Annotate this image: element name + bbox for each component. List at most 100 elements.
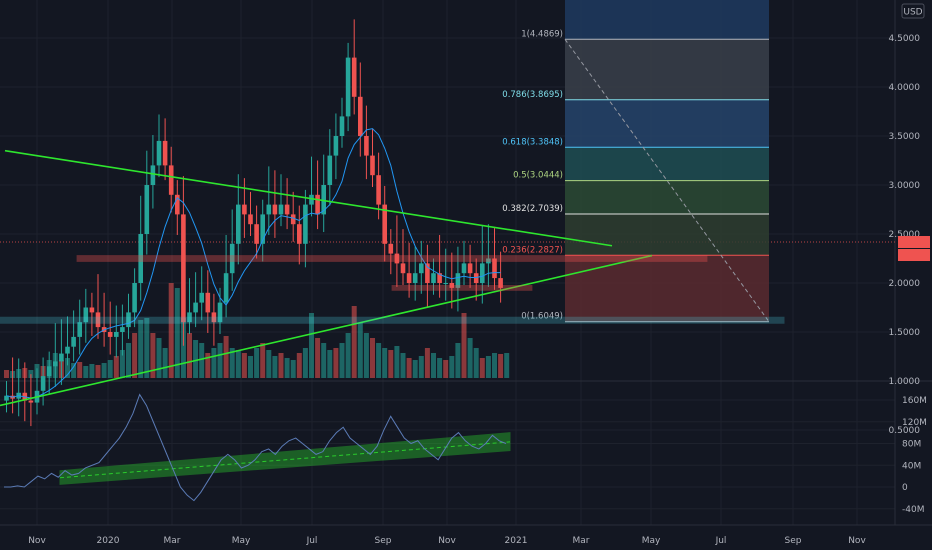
volume-bar	[199, 343, 205, 378]
candle-body	[156, 140, 162, 166]
candle-body	[486, 258, 491, 264]
time-tick-label: 2021	[505, 536, 528, 546]
price-tick-label: 1.0000	[889, 377, 921, 387]
candle-body	[40, 376, 46, 391]
volume-bar	[315, 338, 321, 378]
time-tick-label: May	[232, 536, 251, 546]
candle-body	[345, 57, 351, 117]
currency-button[interactable]: USD	[901, 3, 925, 19]
candle-body	[193, 302, 198, 313]
time-tick-label: Sep	[785, 536, 802, 546]
volume-bar	[418, 356, 424, 378]
time-tick-label: Nov	[28, 536, 46, 546]
volume-bar	[351, 306, 357, 378]
volume-bar	[467, 338, 473, 378]
candle-body	[449, 283, 455, 288]
volume-bar	[278, 353, 284, 378]
candle-body	[120, 327, 125, 332]
candle-body	[211, 312, 217, 323]
candle-body	[168, 165, 174, 195]
candle-body	[229, 243, 235, 274]
volume-bar	[150, 333, 156, 378]
candle-body	[236, 204, 241, 244]
volume-bar	[394, 346, 400, 378]
candle-body	[205, 292, 211, 313]
candle-body	[321, 185, 326, 215]
volume-bar	[504, 353, 510, 378]
candle-body	[278, 204, 284, 215]
candle-body	[144, 185, 150, 234]
volume-bar	[479, 358, 485, 378]
volume-bar	[449, 356, 455, 378]
descending-trendline	[4, 149, 613, 247]
candle-body	[77, 322, 82, 337]
volume-bar	[443, 360, 449, 378]
candle-body	[150, 165, 156, 185]
candle-body	[333, 136, 339, 156]
candle-body	[242, 204, 247, 215]
candle-body	[65, 346, 70, 354]
candle-body	[473, 273, 479, 283]
price-tick-label: 2.0000	[889, 279, 921, 289]
candle-body	[272, 204, 278, 215]
volume-bar	[223, 336, 229, 378]
candle-body	[254, 224, 259, 244]
oscillator-tick-label: 80M	[902, 440, 921, 450]
candle-body	[394, 253, 400, 264]
volume-bar	[485, 356, 491, 378]
candle-body	[28, 400, 34, 403]
price-tick-label: 2.5000	[889, 230, 921, 240]
volume-bar	[101, 363, 107, 378]
volume-bar	[180, 318, 186, 378]
fib-zone	[565, 180, 769, 215]
volume-bar	[309, 313, 314, 378]
volume-bar	[119, 350, 125, 378]
fib-level-label: 0.382(2.7039)	[502, 204, 563, 214]
fibonacci-retracement[interactable]: 1(4.4869) 0.786(3.8695) 0.618(3.3848) 0.5(3…	[502, 0, 770, 323]
candle-body	[132, 283, 137, 313]
candle-body	[175, 194, 180, 215]
candle-body	[406, 273, 412, 283]
candle-body	[83, 307, 89, 323]
currency-label: USD	[903, 8, 922, 18]
drawings[interactable]	[0, 149, 785, 407]
volume-bar	[156, 338, 162, 378]
candle-body	[388, 243, 394, 254]
candle-body	[266, 204, 272, 215]
candle-body	[71, 336, 76, 347]
candle-body	[370, 155, 375, 176]
candle-body	[284, 204, 290, 215]
volume-bar	[4, 370, 9, 378]
volume-bar	[388, 350, 394, 378]
fib-zone	[565, 255, 769, 322]
volume-bar	[339, 343, 345, 378]
price-axis[interactable]: 4.5000 4.0000 3.5000 3.0000 2.5000 2.0000 1.50…	[889, 34, 921, 436]
volume-bar	[113, 356, 119, 378]
volume-bar	[235, 350, 241, 378]
oscillator-axis[interactable]: 160M 120M 80M 40M 0 -40M	[902, 396, 927, 515]
volume-bar	[168, 283, 174, 378]
volume-bar	[296, 353, 302, 378]
volume-bar	[241, 353, 247, 378]
resistance-zone	[76, 255, 708, 262]
volume-bar	[284, 358, 290, 378]
candle-body	[315, 194, 320, 215]
candle-body	[95, 312, 101, 328]
volume-bar	[174, 288, 180, 378]
time-tick-label: Jul	[306, 536, 318, 546]
candle-body	[309, 194, 314, 205]
oscillator-pane	[4, 393, 511, 502]
candle-body	[327, 155, 333, 185]
candle-body	[297, 224, 302, 244]
volume-bar	[370, 338, 375, 378]
oscillator-tick-label: 0	[902, 483, 908, 493]
volume-bar	[229, 348, 235, 378]
volume-bar	[254, 348, 260, 378]
volume-bar	[357, 323, 363, 378]
fib-level-label: 0.618(3.3848)	[502, 137, 563, 147]
candle-body	[290, 214, 296, 225]
price-tick-label: 0.5000	[889, 426, 921, 436]
time-axis[interactable]: Nov 2020 Mar May Jul Sep Nov 2021 Mar May Jul Sep No…	[28, 536, 866, 546]
volume-bar	[205, 353, 211, 378]
